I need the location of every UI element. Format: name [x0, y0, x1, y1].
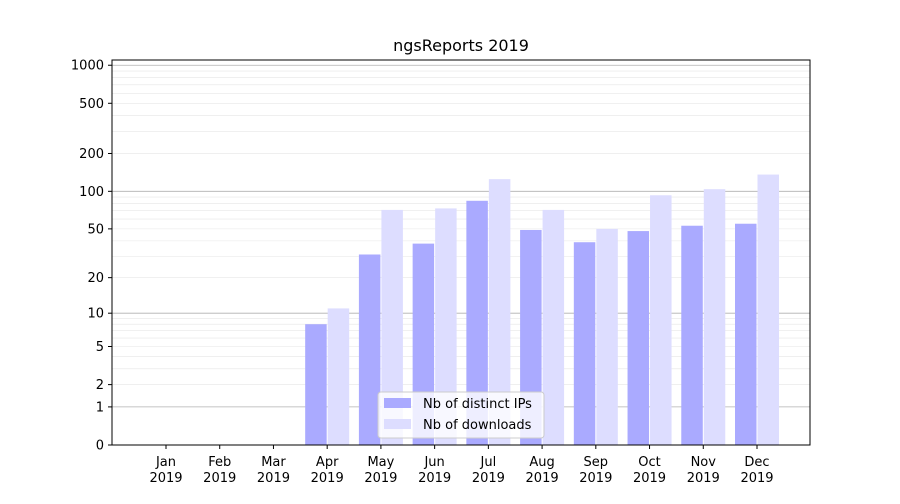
bar-group	[305, 174, 779, 445]
x-tick-label-month: Feb	[208, 455, 231, 470]
x-axis-ticks: Jan2019Feb2019Mar2019Apr2019May2019Jun20…	[149, 445, 774, 486]
bar-downloads	[757, 174, 779, 445]
x-tick-label-year: 2019	[633, 471, 666, 486]
x-tick-label-year: 2019	[311, 471, 344, 486]
bar-distinct-ips	[573, 242, 596, 445]
bar-downloads	[542, 209, 565, 445]
x-tick-label-month: Mar	[261, 455, 286, 470]
x-tick-label-month: Nov	[691, 455, 717, 470]
legend-box	[377, 391, 545, 439]
y-tick-label: 1	[96, 400, 104, 415]
x-tick-label-year: 2019	[418, 471, 451, 486]
y-tick-label: 100	[79, 185, 104, 200]
legend-label: Nb of downloads	[423, 418, 532, 433]
x-tick-label-year: 2019	[687, 471, 720, 486]
legend-swatch	[384, 419, 411, 429]
x-tick-label-year: 2019	[740, 471, 773, 486]
legend-swatch	[384, 398, 411, 408]
legend-label: Nb of distinct IPs	[423, 397, 532, 412]
bar-downloads	[650, 195, 672, 445]
x-tick-label-month: Jun	[423, 455, 444, 470]
y-tick-label: 20	[87, 271, 104, 286]
x-tick-label-month: Apr	[316, 455, 339, 470]
y-tick-label: 2	[96, 378, 104, 393]
bar-distinct-ips	[305, 324, 327, 445]
x-tick-label-month: May	[367, 455, 394, 470]
bar-distinct-ips	[681, 225, 703, 445]
y-tick-label: 0	[96, 439, 104, 454]
y-tick-label: 5	[96, 340, 104, 355]
x-tick-label-year: 2019	[203, 471, 236, 486]
bar-downloads	[488, 179, 511, 445]
x-tick-label-month: Aug	[529, 455, 554, 470]
y-axis-ticks: 0 1 2 5 10 20 50 100 200 500 1000	[71, 59, 112, 454]
x-tick-label-year: 2019	[579, 471, 612, 486]
x-tick-label-year: 2019	[257, 471, 290, 486]
y-tick-label: 500	[79, 97, 104, 112]
bar-downloads	[703, 189, 726, 445]
legend: Nb of distinct IPs Nb of downloads	[377, 391, 545, 439]
bar-distinct-ips	[627, 231, 650, 445]
y-tick-label: 50	[87, 222, 104, 237]
y-tick-label: 200	[79, 147, 104, 162]
x-tick-label-year: 2019	[364, 471, 397, 486]
bar-downloads	[435, 208, 457, 445]
x-tick-label-year: 2019	[472, 471, 505, 486]
bar-distinct-ips	[466, 200, 488, 445]
bar-downloads	[327, 308, 350, 445]
chart-title: ngsReports 2019	[393, 36, 529, 55]
x-tick-label-month: Jan	[155, 455, 176, 470]
bar-distinct-ips	[735, 223, 757, 445]
y-tick-label: 1000	[71, 59, 104, 74]
x-tick-label-year: 2019	[149, 471, 182, 486]
plot-frame	[111, 59, 811, 446]
bar-distinct-ips	[358, 254, 381, 445]
y-tick-label: 10	[87, 307, 104, 322]
x-tick-label-month: Sep	[584, 455, 609, 470]
bar-downloads	[381, 209, 403, 445]
x-tick-label-year: 2019	[526, 471, 559, 486]
x-tick-label-month: Dec	[744, 455, 769, 470]
bar-distinct-ips	[520, 229, 542, 445]
bar-downloads	[596, 228, 618, 445]
x-tick-label-month: Jul	[480, 455, 497, 470]
x-tick-label-month: Oct	[638, 455, 660, 470]
